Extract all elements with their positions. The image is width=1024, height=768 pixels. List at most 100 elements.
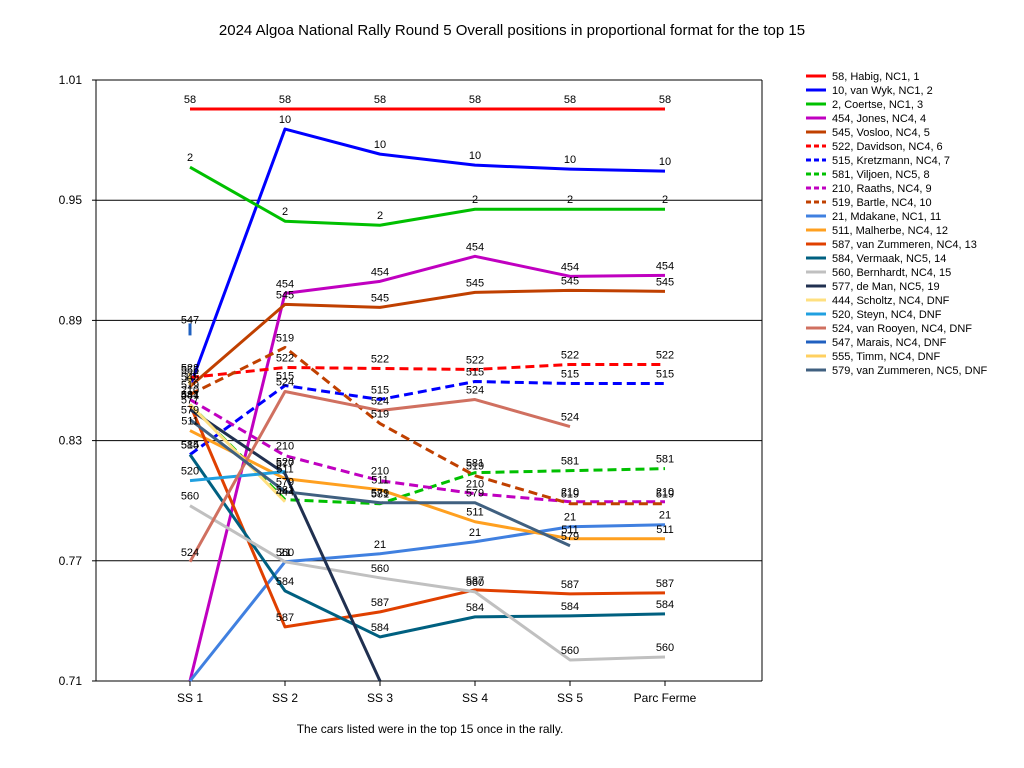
point-label: 21 (279, 547, 291, 559)
point-label: 545 (561, 275, 579, 287)
point-label: 511 (656, 524, 674, 536)
point-label: 519 (181, 380, 199, 392)
legend-entry: 555, Timm, NC4, DNF (832, 351, 940, 363)
point-label: 519 (656, 489, 674, 501)
legend-entry: 2, Coertse, NC1, 3 (832, 99, 923, 111)
legend-entry: 511, Malherbe, NC4, 12 (832, 225, 948, 237)
point-label: 560 (466, 577, 484, 589)
point-label: 560 (371, 563, 389, 575)
series-line (188, 403, 287, 503)
grid-lines (96, 79, 762, 682)
point-label: 584 (561, 601, 579, 613)
point-label: 555 (181, 364, 199, 376)
legend-entry: 210, Raaths, NC4, 9 (832, 183, 932, 195)
point-label: 560 (181, 491, 199, 503)
point-label: 524 (276, 377, 294, 389)
point-label: 511 (276, 464, 294, 476)
legend-entry: 587, van Zummeren, NC4, 13 (832, 239, 977, 251)
point-label: 581 (371, 489, 389, 501)
point-label: 58 (279, 94, 291, 106)
point-label: 210 (181, 385, 199, 397)
point-label: 10 (374, 139, 386, 151)
point-label: 522 (466, 354, 484, 366)
point-label: 58 (184, 94, 196, 106)
point-label: 10 (469, 150, 481, 162)
point-label: 545 (656, 276, 674, 288)
point-label: 547 (181, 314, 199, 326)
legend-entry: 584, Vermaak, NC5, 14 (832, 253, 946, 265)
point-label: 587 (371, 597, 389, 609)
legend-entry: 520, Steyn, NC4, DNF (832, 309, 942, 321)
point-label: 515 (656, 369, 674, 381)
legend-entry: 581, Viljoen, NC5, 8 (832, 169, 930, 181)
point-label: 2 (187, 152, 193, 164)
point-label: 210 (466, 479, 484, 491)
point-label: 587 (466, 575, 484, 587)
y-tick-label: 0.77 (59, 554, 83, 568)
axes: 1.01 0.95 0.89 0.83 0.77 0.71 SS 1 SS 2 SS 3 SS 4… (59, 73, 763, 705)
point-label: 58 (659, 94, 671, 106)
point-label: 10 (564, 154, 576, 166)
point-label: 524 (466, 385, 484, 397)
point-label: 515 (181, 440, 199, 452)
series-line (189, 362, 665, 379)
series-lines (188, 107, 666, 682)
point-label: 519 (371, 409, 389, 421)
series-line (189, 345, 665, 506)
legend-entry: 547, Marais, NC4, DNF (832, 337, 947, 349)
legend-entry: 524, van Rooyen, NC4, DNF (832, 323, 972, 335)
point-label: 519 (466, 461, 484, 473)
point-label: 454 (466, 241, 484, 253)
point-label: 511 (181, 416, 199, 428)
point-label: 210 (561, 487, 579, 499)
point-label: 2 (662, 194, 668, 206)
point-label: 519 (276, 332, 294, 344)
series-line (188, 127, 666, 388)
y-tick-label: 0.83 (59, 434, 83, 448)
point-label: 587 (561, 579, 579, 591)
point-label: 545 (181, 372, 199, 384)
point-label: 579 (371, 488, 389, 500)
point-label: 579 (466, 488, 484, 500)
series-line (189, 418, 571, 548)
y-tick-label: 0.95 (59, 193, 83, 207)
point-label: 519 (561, 489, 579, 501)
legend-entry: 577, de Man, NC5, 19 (832, 281, 940, 293)
point-label: 21 (374, 539, 386, 551)
point-label: 454 (371, 266, 389, 278)
series-line (188, 523, 666, 682)
point-label: 520 (181, 466, 199, 478)
point-label: 10 (659, 156, 671, 168)
legend-entry: 10, van Wyk, NC1, 2 (832, 85, 933, 97)
legend-entry: 560, Bernhardt, NC4, 15 (832, 267, 951, 279)
series-line (189, 504, 666, 662)
x-tick-label: SS 5 (557, 691, 583, 705)
point-label: 581 (181, 390, 199, 402)
point-label: 560 (561, 645, 579, 657)
point-label: 210 (656, 487, 674, 499)
point-label: 545 (371, 292, 389, 304)
legend-entry: 545, Vosloo, NC4, 5 (832, 127, 930, 139)
point-label: 522 (276, 352, 294, 364)
point-label: 577 (181, 395, 199, 407)
series-line (189, 288, 666, 388)
x-tick-label: SS 2 (272, 691, 298, 705)
legend-entry: 522, Davidson, NC4, 6 (832, 141, 943, 153)
series-line (188, 403, 666, 629)
series-line (188, 254, 666, 682)
legend-entry: 515, Kretzmann, NC4, 7 (832, 155, 950, 167)
point-label: 524 (371, 396, 389, 408)
legend-entry: 579, van Zummeren, NC5, DNF (832, 365, 988, 377)
point-label: 587 (656, 578, 674, 590)
point-label: 522 (561, 349, 579, 361)
chart-footnote: The cars listed were in the top 15 once … (296, 722, 564, 736)
y-tick-label: 1.01 (59, 73, 83, 87)
y-tick-label: 0.89 (59, 313, 83, 327)
point-label: 584 (656, 599, 674, 611)
point-label: 58 (469, 94, 481, 106)
point-label: 587 (276, 612, 294, 624)
point-label: 584 (276, 576, 294, 588)
point-label: 58 (564, 94, 576, 106)
series-line (188, 403, 666, 506)
